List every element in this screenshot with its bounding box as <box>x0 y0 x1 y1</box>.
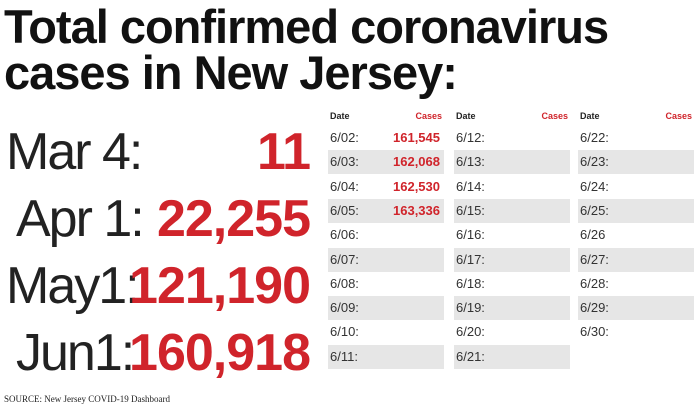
date-cell: 6/05: <box>330 202 359 218</box>
date-cell: 6/26 <box>580 227 606 243</box>
date-cell: 6/02: <box>330 130 359 145</box>
date-cell: 6/25: <box>580 202 609 218</box>
date-cell: 6/12: <box>456 130 485 145</box>
row-band <box>578 150 694 175</box>
date-cell: 6/22: <box>580 130 609 145</box>
date-cell: 6/09: <box>330 300 359 316</box>
date-cell: 6/19: <box>456 300 485 316</box>
milestone-count: 121,190 <box>129 257 311 315</box>
row-band <box>578 198 694 223</box>
date-cell: 6/03: <box>330 154 359 170</box>
title-line: cases in New Jersey: <box>4 46 458 99</box>
date-cell: 6/27: <box>580 251 609 267</box>
row-band <box>578 247 694 272</box>
date-cell: 6/15: <box>456 202 485 218</box>
date-cell: 6/24: <box>580 178 609 194</box>
date-cell: 6/20: <box>456 324 485 340</box>
date-cell: 6/23: <box>580 154 609 170</box>
title-line: Total confirmed coronavirus <box>4 0 609 53</box>
row-band <box>454 296 570 321</box>
row-band <box>328 198 444 223</box>
cases-header: Cases <box>665 111 692 121</box>
milestone-count: 160,918 <box>129 324 311 382</box>
source: SOURCE: New Jersey COVID-19 Dashboard <box>4 394 170 404</box>
row-band <box>578 296 694 321</box>
milestone-count: 11 <box>257 123 311 181</box>
row-band <box>328 247 444 272</box>
row-band <box>328 296 444 321</box>
cases-header: Cases <box>541 111 568 121</box>
date-cell: 6/10: <box>330 324 359 340</box>
date-cell: 6/11: <box>330 348 358 364</box>
cases-cell: 161,545 <box>393 130 440 145</box>
date-cell: 6/29: <box>580 300 609 316</box>
row-band <box>454 247 570 272</box>
row-band <box>454 344 570 369</box>
date-header: Date <box>456 111 476 121</box>
date-cell: 6/30: <box>580 324 609 340</box>
date-cell: 6/14: <box>456 178 485 194</box>
date-cell: 6/07: <box>330 251 359 267</box>
row-band <box>328 150 444 175</box>
milestone-date: May1: <box>6 257 140 315</box>
row-band <box>328 344 444 369</box>
cases-header: Cases <box>415 111 442 121</box>
cases-cell: 162,530 <box>393 178 440 194</box>
date-header: Date <box>580 111 600 121</box>
cases-cell: 162,068 <box>393 154 440 170</box>
date-cell: 6/17: <box>456 251 485 267</box>
row-band <box>454 198 570 223</box>
row-band <box>454 150 570 175</box>
milestone-date: Apr 1: <box>16 190 145 248</box>
date-cell: 6/13: <box>456 154 485 170</box>
date-cell: 6/21: <box>456 348 485 364</box>
date-cell: 6/06: <box>330 227 359 243</box>
milestone-date: Jun1: <box>16 324 135 382</box>
milestone-date: Mar 4: <box>6 123 143 181</box>
milestone-count: 22,255 <box>156 190 311 248</box>
date-cell: 6/28: <box>580 275 609 291</box>
date-cell: 6/18: <box>456 275 485 291</box>
date-cell: 6/16: <box>456 227 485 243</box>
date-cell: 6/04: <box>330 178 359 194</box>
cases-cell: 163,336 <box>393 202 440 218</box>
date-header: Date <box>330 111 350 121</box>
date-cell: 6/08: <box>330 275 359 291</box>
